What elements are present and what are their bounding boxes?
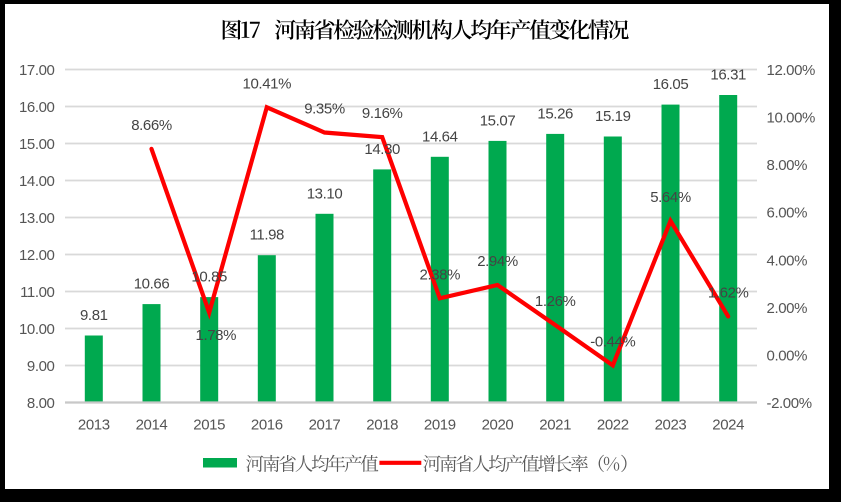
svg-text:11.00: 11.00 [20,284,54,301]
svg-text:4.00%: 4.00% [767,252,808,269]
svg-text:9.35%: 9.35% [304,101,345,118]
svg-text:8.00%: 8.00% [767,157,808,174]
svg-text:2022: 2022 [597,416,629,433]
svg-text:0.00%: 0.00% [767,347,808,364]
svg-text:17.00: 17.00 [19,62,55,79]
svg-text:1.78%: 1.78% [196,327,237,344]
svg-text:11.98: 11.98 [250,227,284,244]
svg-text:13.10: 13.10 [307,185,343,202]
svg-text:10.85: 10.85 [191,269,227,286]
svg-text:2017: 2017 [309,416,341,433]
svg-text:15.00: 15.00 [19,136,55,153]
svg-text:15.07: 15.07 [480,112,516,129]
svg-text:2013: 2013 [78,416,110,433]
svg-text:10.66: 10.66 [134,276,170,293]
svg-text:13.00: 13.00 [19,210,55,227]
svg-text:6.00%: 6.00% [767,205,808,222]
svg-text:16.31: 16.31 [710,67,746,84]
svg-text:2015: 2015 [193,416,225,433]
svg-text:2018: 2018 [366,416,398,433]
svg-text:5.64%: 5.64% [650,189,691,206]
svg-text:16.00: 16.00 [19,99,55,116]
svg-text:12.00%: 12.00% [767,62,816,79]
svg-text:10.00%: 10.00% [767,110,816,127]
svg-text:14.64: 14.64 [422,128,458,145]
svg-text:2021: 2021 [539,416,571,433]
svg-text:10.00: 10.00 [19,321,55,338]
svg-text:-2.00%: -2.00% [767,395,812,412]
svg-text:2.00%: 2.00% [767,300,808,317]
svg-text:2014: 2014 [136,416,168,433]
svg-text:8.00: 8.00 [27,395,55,412]
svg-text:9.16%: 9.16% [362,105,403,122]
svg-text:1.26%: 1.26% [535,293,576,310]
svg-text:9.00: 9.00 [27,358,55,375]
svg-text:8.66%: 8.66% [131,117,172,134]
svg-text:12.00: 12.00 [19,247,55,264]
svg-text:2020: 2020 [482,416,514,433]
svg-text:16.05: 16.05 [653,76,689,93]
svg-text:10.41%: 10.41% [243,75,292,92]
svg-text:15.26: 15.26 [537,105,573,122]
svg-text:2023: 2023 [655,416,687,433]
svg-text:2016: 2016 [251,416,283,433]
svg-text:14.30: 14.30 [364,141,400,158]
svg-text:1.62%: 1.62% [708,284,749,301]
svg-text:2.94%: 2.94% [477,253,518,270]
svg-text:-0.44%: -0.44% [590,333,635,350]
svg-text:9.81: 9.81 [80,307,108,324]
svg-text:15.19: 15.19 [595,108,631,125]
svg-text:2019: 2019 [424,416,456,433]
svg-text:2024: 2024 [712,416,744,433]
svg-text:2.38%: 2.38% [420,266,461,283]
svg-text:14.00: 14.00 [19,173,55,190]
